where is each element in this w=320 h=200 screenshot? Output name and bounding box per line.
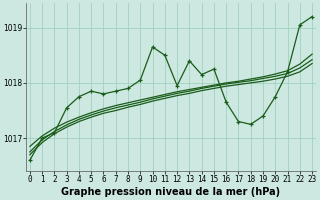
X-axis label: Graphe pression niveau de la mer (hPa): Graphe pression niveau de la mer (hPa)	[61, 187, 281, 197]
